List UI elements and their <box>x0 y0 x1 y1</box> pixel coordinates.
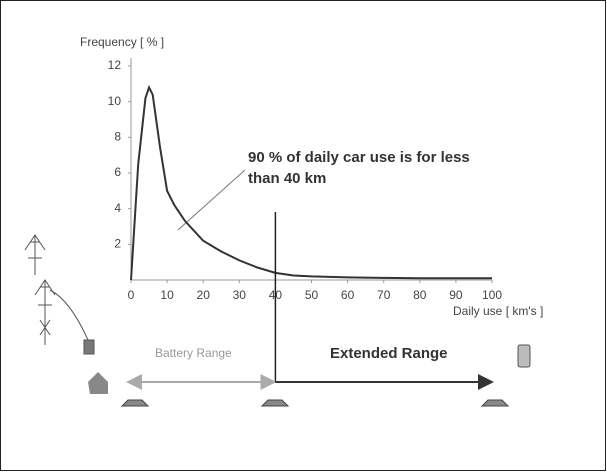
range-label: Extended Range <box>330 345 448 362</box>
y-tick-label: 8 <box>114 130 121 144</box>
y-tick-label: 12 <box>108 58 122 72</box>
x-tick-label: 20 <box>197 288 211 302</box>
frame <box>1 1 606 471</box>
x-tick-label: 90 <box>449 288 463 302</box>
annotation-pointer <box>178 170 245 230</box>
y-tick-label: 2 <box>114 237 121 251</box>
fuel-pump <box>518 345 530 367</box>
x-axis-label: Daily use [ km's ] <box>453 304 543 318</box>
x-tick-label: 0 <box>128 288 135 302</box>
plug <box>84 340 94 354</box>
x-tick-label: 100 <box>482 288 502 302</box>
chart: Frequency [ % ] Daily use [ km's ] 90 % … <box>0 0 607 472</box>
x-tick-label: 60 <box>341 288 355 302</box>
range-label: Battery Range <box>155 346 232 360</box>
pylon <box>35 280 55 345</box>
x-tick-label: 10 <box>160 288 174 302</box>
x-tick-label: 50 <box>305 288 319 302</box>
car <box>122 400 508 406</box>
y-tick-label: 6 <box>114 165 121 179</box>
y-axis-label: Frequency [ % ] <box>80 35 164 49</box>
wire <box>50 290 88 340</box>
x-tick-label: 80 <box>413 288 427 302</box>
annotation: than 40 km <box>248 170 326 187</box>
x-tick-label: 70 <box>377 288 391 302</box>
pylon <box>25 235 45 275</box>
y-tick-label: 10 <box>108 94 122 108</box>
icons <box>25 235 530 406</box>
y-tick-label: 4 <box>114 201 121 215</box>
house <box>88 372 108 394</box>
x-tick-label: 30 <box>233 288 247 302</box>
annotation: 90 % of daily car use is for less <box>248 149 470 166</box>
